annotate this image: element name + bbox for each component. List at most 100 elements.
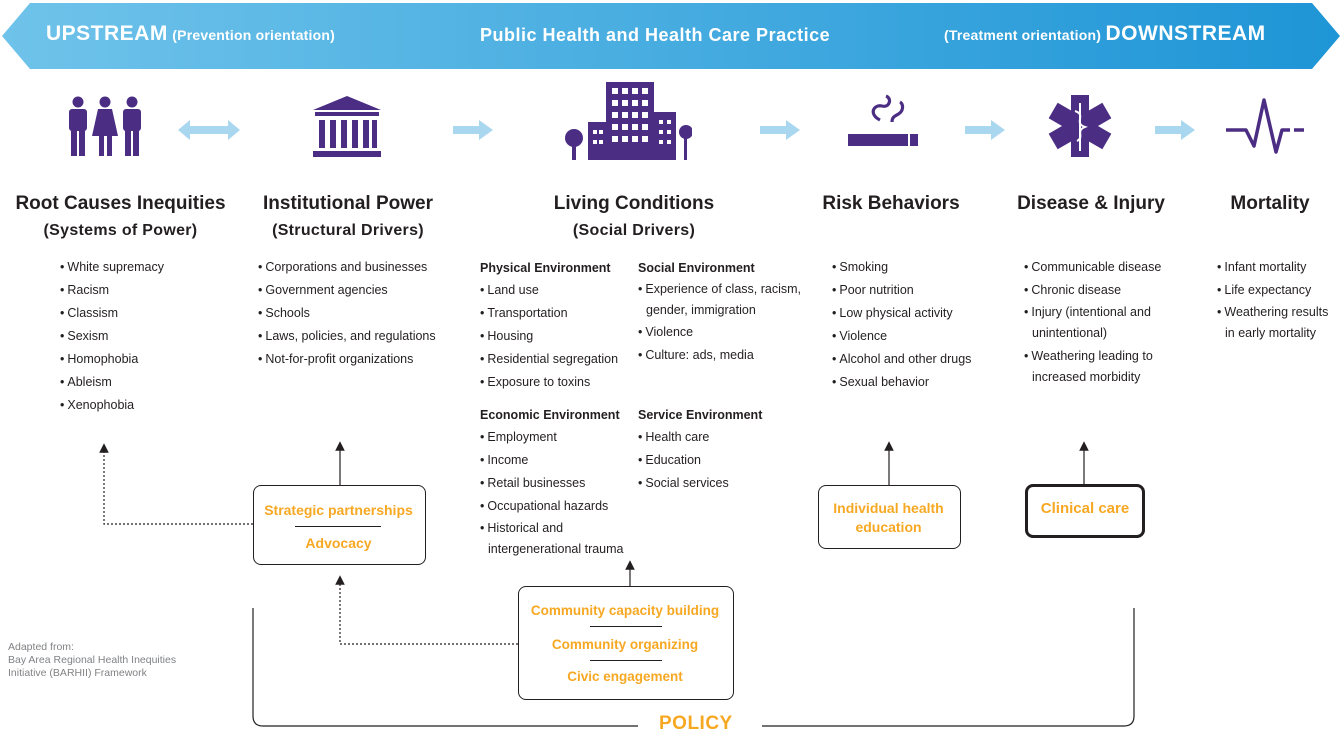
list-item: • Income (480, 453, 529, 467)
list-item: • Land use (480, 283, 539, 297)
community-capacity-label: Community capacity building (530, 603, 720, 618)
divider (295, 526, 381, 527)
list-item: • Alcohol and other drugs (832, 352, 972, 366)
list-item: • Employment (480, 430, 557, 444)
list-item: • Weathering leading to (1024, 349, 1153, 363)
list-item: • Smoking (832, 260, 889, 274)
service-environment-list: • Health care • Education • Social services (638, 426, 729, 495)
list-item: • Communicable disease (1024, 260, 1162, 274)
list-item: • Not-for-profit organizations (258, 352, 414, 366)
downstream-label: (Treatment orientation) DOWNSTREAM (944, 22, 1266, 45)
banner-center-title: Public Health and Health Care Practice (480, 25, 831, 45)
list-item: • White supremacy (60, 260, 164, 274)
upstream-downstream-banner (2, 3, 1340, 69)
list-item: • Schools (258, 306, 310, 320)
column-subtitle-living-conditions: (Social Drivers) (572, 222, 696, 239)
list-item: unintentional) (1032, 326, 1108, 340)
list-item: • Weathering results (1217, 305, 1329, 319)
star-of-life-icon (1048, 95, 1112, 157)
policy-label: POLICY (651, 713, 741, 735)
column-title-disease-injury: Disease & Injury (1017, 193, 1165, 214)
list-item: gender, immigration (646, 303, 756, 317)
list-item: • Low physical activity (832, 306, 953, 320)
list-item: • Retail businesses (480, 476, 586, 490)
list-item: in early mortality (1225, 326, 1316, 340)
social-environment-heading: Social Environment (638, 261, 755, 275)
list-item: • Life expectancy (1217, 283, 1312, 297)
list-item: intergenerational trauma (488, 542, 624, 556)
service-environment-heading: Service Environment (638, 408, 763, 422)
community-box (518, 586, 734, 700)
strategic-partnerships-label: Strategic partnerships (264, 502, 413, 518)
strategic-partnerships-box (253, 485, 426, 565)
list-item: • Homophobia (60, 352, 139, 366)
institution-icon (313, 96, 381, 157)
divider (590, 660, 662, 661)
column-title-risk-behaviors: Risk Behaviors (822, 193, 960, 214)
list-item: • Laws, policies, and regulations (258, 329, 436, 343)
buildings-icon (565, 82, 692, 160)
column-subtitle-root-causes: (Systems of Power) (43, 222, 198, 239)
upstream-label: UPSTREAM (Prevention orientation) (46, 22, 335, 45)
clinical-care-label: Clinical care (1040, 500, 1130, 517)
civic-engagement-label: Civic engagement (567, 669, 683, 684)
column-title-living-conditions: Living Conditions (553, 193, 715, 214)
list-item: • Sexual behavior (832, 375, 930, 389)
column-title-institutional-power: Institutional Power (263, 193, 433, 214)
clinical-care-box (1025, 484, 1145, 538)
individual-health-education-label: Individual health education (833, 500, 944, 535)
root-causes-list: • White supremacy • Racism • Classism • Sexi… (60, 256, 164, 417)
right-arrow-4 (1155, 120, 1195, 140)
cigarette-icon (848, 94, 918, 146)
economic-environment-list: • Employment • Income • Retail businesses •… (480, 426, 624, 560)
list-item: • Historical and (480, 521, 564, 535)
disease-injury-list: • Communicable disease • Chronic disease •… (1024, 256, 1161, 388)
column-subtitle-institutional-power: (Structural Drivers) (272, 222, 424, 239)
economic-environment-heading: Economic Environment (480, 408, 620, 422)
list-item: • Experience of class, racism, (638, 282, 801, 296)
list-item: • Transportation (480, 306, 568, 320)
list-item: • Education (638, 453, 701, 467)
right-arrow-1 (453, 120, 493, 140)
individual-health-education-box (818, 485, 961, 549)
list-item: • Culture: ads, media (638, 348, 754, 362)
list-item: • Social services (638, 476, 729, 490)
physical-environment-list: • Land use • Transportation • Housing • Resi… (480, 279, 618, 394)
people-icon (69, 96, 141, 156)
bidirectional-arrow (178, 120, 240, 140)
risk-behaviors-list: • Smoking • Poor nutrition • Low physical a… (832, 256, 971, 394)
list-item: • Chronic disease (1024, 283, 1122, 297)
divider (590, 626, 662, 627)
list-item: • Corporations and businesses (258, 260, 428, 274)
heartbeat-icon (1226, 98, 1304, 154)
list-item: • Violence (638, 325, 694, 339)
list-item: • Xenophobia (60, 398, 135, 412)
list-item: • Infant mortality (1217, 260, 1307, 274)
mortality-list: • Infant mortality • Life expectancy • Weat… (1217, 256, 1328, 344)
right-arrow-3 (965, 120, 1005, 140)
list-item: • Classism (60, 306, 119, 320)
list-item: • Racism (60, 283, 110, 297)
list-item: • Violence (832, 329, 888, 343)
list-item: • Residential segregation (480, 352, 619, 366)
community-organizing-label: Community organizing (551, 637, 699, 652)
physical-environment-heading: Physical Environment (480, 261, 611, 275)
list-item: • Ableism (60, 375, 112, 389)
source-credit: Adapted from: Bay Area Regional Health I… (8, 641, 177, 679)
list-item: • Health care (638, 430, 710, 444)
institutional-power-list: • Corporations and businesses • Government… (258, 256, 436, 371)
list-item: • Injury (intentional and (1024, 305, 1151, 319)
advocacy-label: Advocacy (305, 535, 372, 551)
list-item: increased morbidity (1032, 370, 1141, 384)
column-title-root-causes: Root Causes Inequities (15, 193, 226, 214)
list-item: • Poor nutrition (832, 283, 914, 297)
list-item: • Government agencies (258, 283, 388, 297)
list-item: • Housing (480, 329, 534, 343)
list-item: • Sexism (60, 329, 109, 343)
column-title-mortality: Mortality (1230, 193, 1310, 214)
list-item: • Occupational hazards (480, 499, 609, 513)
list-item: • Exposure to toxins (480, 375, 591, 389)
right-arrow-2 (760, 120, 800, 140)
social-environment-list: • Experience of class, racism, gender, im… (638, 279, 801, 367)
